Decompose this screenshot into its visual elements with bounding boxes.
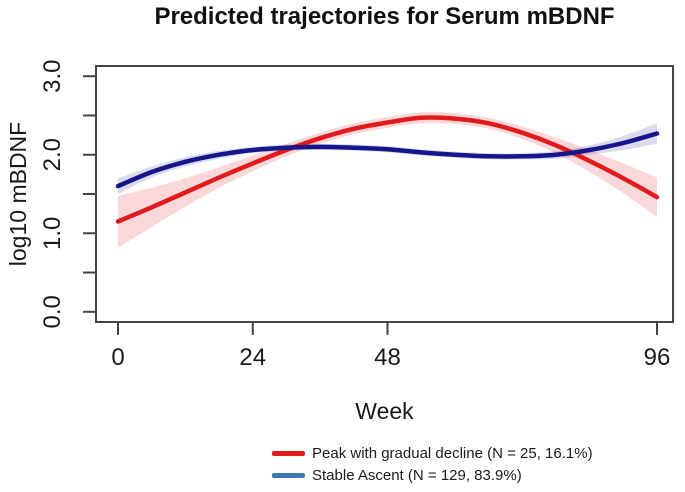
- legend: Peak with gradual decline (N = 25, 16.1%…: [272, 445, 593, 484]
- y-axis-label: log10 mBDNF: [5, 121, 31, 267]
- legend-item-peak-decline: Peak with gradual decline (N = 25, 16.1%…: [272, 445, 593, 462]
- x-tick-label: 24: [239, 344, 266, 371]
- confidence-band-blue: [118, 123, 657, 194]
- y-tick-label: 3.0: [39, 60, 66, 93]
- legend-label-stable-ascent: Stable Ascent (N = 129, 83.9%): [312, 467, 522, 484]
- y-tick-label: 1.0: [39, 217, 66, 250]
- trajectory-line-peak-decline: [115, 115, 660, 224]
- trajectory-line-stable-ascent: [115, 131, 660, 189]
- legend-item-stable-ascent: Stable Ascent (N = 129, 83.9%): [272, 467, 593, 484]
- legend-swatch-red-line-icon: [272, 451, 305, 456]
- y-tick-label: 0.0: [39, 295, 66, 328]
- x-tick-label: 0: [111, 344, 124, 371]
- x-tick-label: 96: [644, 344, 671, 371]
- legend-label-peak-decline: Peak with gradual decline (N = 25, 16.1%…: [312, 445, 593, 462]
- confidence-band-red: [118, 112, 657, 248]
- y-tick-label: 2.0: [39, 138, 66, 171]
- x-tick-label: 48: [374, 344, 401, 371]
- chart-title: Predicted trajectories for Serum mBDNF: [154, 3, 615, 30]
- legend-swatch-blue-line-icon: [272, 473, 305, 478]
- x-axis-label: Week: [355, 398, 414, 424]
